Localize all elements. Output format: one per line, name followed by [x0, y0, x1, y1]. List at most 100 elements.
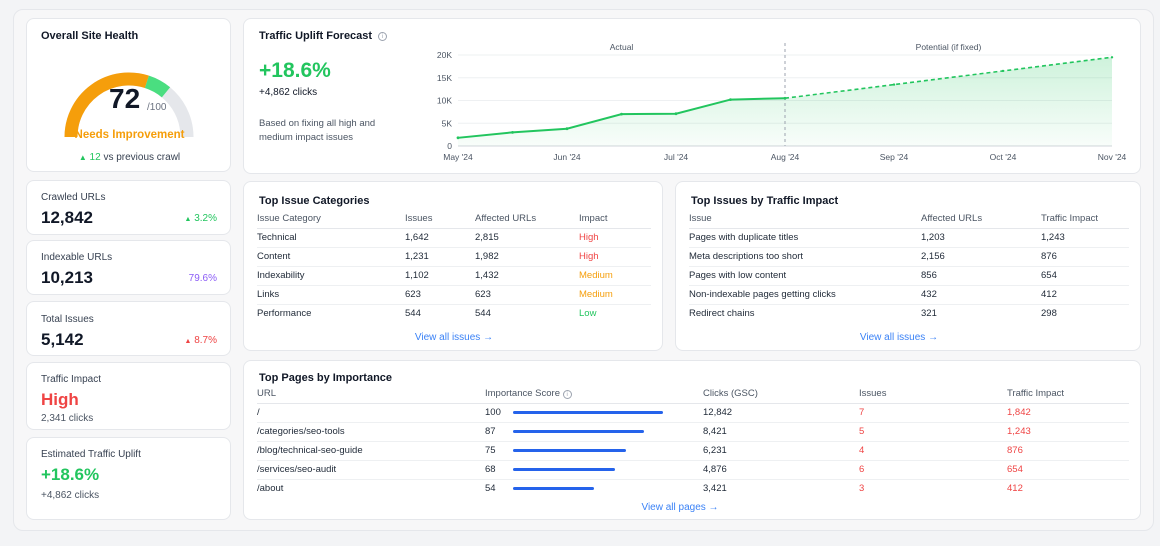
stat-label: Estimated Traffic Uplift	[41, 449, 141, 460]
forecast-percent: +18.6%	[259, 59, 331, 82]
table-row[interactable]: Content 1,231 1,982 High	[257, 247, 651, 267]
y-tick-label: 5K	[442, 118, 453, 128]
traffic-impact: 1,842	[1007, 403, 1129, 423]
cell: Pages with duplicate titles	[689, 228, 921, 248]
cell: Pages with low content	[689, 266, 921, 286]
potential-point	[1001, 69, 1005, 73]
traffic-impact: 876	[1007, 441, 1129, 461]
table-row[interactable]: /categories/seo-tools 87 8,421 5 1,243	[257, 422, 1129, 442]
impact-badge: Medium	[579, 285, 651, 305]
clicks: 4,876	[703, 460, 859, 480]
page-url: /categories/seo-tools	[257, 422, 485, 442]
traffic-issues-card: Top Issues by Traffic Impact Issue Affec…	[675, 181, 1141, 351]
forecast-title: Traffic Uplift Forecast i	[259, 30, 388, 42]
actual-point	[783, 96, 787, 100]
impact-badge: Medium	[579, 266, 651, 286]
potential-line	[784, 56, 1113, 100]
stat-delta-value: 3.2%	[194, 213, 217, 224]
actual-point	[620, 112, 623, 116]
importance-score: 100	[485, 403, 703, 423]
col-header: Affected URLs	[921, 210, 1041, 229]
cell: 432	[921, 285, 1041, 305]
cell: 2,815	[475, 228, 579, 248]
cell: 1,203	[921, 228, 1041, 248]
stat-delta: ▲ 3.2%	[184, 213, 217, 224]
importance-score: 54	[485, 479, 703, 498]
forecast-card: Traffic Uplift Forecast i +18.6% +4,862 …	[243, 18, 1141, 174]
score-bar	[513, 487, 673, 491]
stat-card-uplift: Estimated Traffic Uplift +18.6% +4,862 c…	[26, 437, 231, 520]
view-all-pages-link[interactable]: View all pages →	[641, 502, 719, 513]
info-icon[interactable]: i	[378, 32, 388, 41]
cell: 654	[1041, 266, 1129, 286]
stat-card-indexable: Indexable URLs 10,213 79.6%	[26, 240, 231, 295]
cell: 1,243	[1041, 228, 1129, 248]
col-header: Issue Category	[257, 210, 405, 229]
table-row[interactable]: Pages with low content 856 654	[689, 266, 1129, 286]
health-max: /100	[147, 102, 167, 113]
importance-score: 75	[485, 441, 703, 461]
view-all-issues-link[interactable]: View all issues →	[414, 332, 494, 343]
stat-label: Total Issues	[41, 314, 94, 325]
stat-label: Indexable URLs	[41, 252, 113, 263]
score-bar-fill	[513, 448, 626, 452]
stat-delta-value: 8.7%	[194, 335, 217, 346]
table-row[interactable]: Links 623 623 Medium	[257, 285, 651, 305]
table-row[interactable]: /about 54 3,421 3 412	[257, 479, 1129, 498]
potential-point	[1110, 56, 1114, 59]
stat-sub: 2,341 clicks	[41, 413, 94, 424]
table-row[interactable]: Non-indexable pages getting clicks 432 412	[689, 285, 1129, 305]
cell: 876	[1041, 247, 1129, 267]
cell: Redirect chains	[689, 308, 755, 320]
health-delta: ▲ 12 vs previous crawl	[27, 152, 232, 163]
up-arrow-icon: ▲	[184, 338, 192, 345]
cell: Technical	[257, 228, 405, 248]
info-icon[interactable]: i	[562, 390, 572, 400]
col-header: Issue	[689, 210, 921, 229]
importance-score: 68	[485, 460, 703, 480]
issue-categories-title: Top Issue Categories	[259, 195, 370, 207]
x-tick-label: Jun '24	[553, 152, 580, 162]
issues-count: 6	[859, 460, 1007, 480]
score-value: 68	[485, 464, 496, 475]
table-row[interactable]: Performance 544 544 Low	[257, 304, 651, 323]
score-bar	[513, 467, 673, 471]
score-bar	[513, 448, 673, 452]
table-row[interactable]: /100 12,842 7 1,842	[257, 403, 1129, 423]
clicks: 12,842	[703, 403, 859, 423]
col-header: Issues	[405, 210, 475, 229]
stat-card-issues: Total Issues 5,142 ▲ 8.7%	[26, 301, 231, 356]
y-tick-label: 20K	[437, 50, 452, 60]
table-row[interactable]: /services/seo-audit 68 4,876 6 654	[257, 460, 1129, 480]
table-row[interactable]: Pages with duplicate titles 1,203 1,243	[689, 228, 1129, 248]
actual-point	[511, 130, 514, 134]
actual-point	[674, 112, 678, 116]
traffic-impact: 412	[1007, 483, 1023, 495]
cell: 544	[475, 308, 491, 320]
x-tick-label: Oct '24	[990, 152, 1017, 162]
forecast-title-text: Traffic Uplift Forecast	[259, 30, 373, 42]
forecast-clicks: +4,862 clicks	[259, 87, 318, 98]
clicks: 8,421	[703, 422, 859, 442]
score-bar-fill	[513, 429, 644, 433]
cell: Indexability	[257, 266, 405, 286]
stat-label: Crawled URLs	[41, 192, 106, 203]
table-row[interactable]: Redirect chains 321 298	[689, 304, 1129, 323]
health-score: 72	[109, 83, 141, 114]
cell: 1,642	[405, 228, 475, 248]
table-row[interactable]: /blog/technical-seo-guide 75 6,231 4 876	[257, 441, 1129, 461]
up-arrow-icon: ▲	[78, 153, 87, 162]
x-tick-label: Aug '24	[771, 152, 800, 162]
site-health-title: Overall Site Health	[41, 30, 139, 42]
table-row[interactable]: Technical 1,642 2,815 High	[257, 228, 651, 248]
col-header: Impact	[579, 210, 651, 229]
table-row[interactable]: Indexability 1,102 1,432 Medium	[257, 266, 651, 286]
col-header: Affected URLs	[475, 210, 579, 229]
col-header: Clicks (GSC)	[703, 385, 859, 404]
cell: 1,432	[475, 266, 579, 286]
score-bar-fill	[513, 487, 594, 491]
view-all-issues-link[interactable]: View all issues →	[859, 332, 939, 343]
cell: Performance	[257, 308, 312, 320]
table-row[interactable]: Meta descriptions too short 2,156 876	[689, 247, 1129, 267]
